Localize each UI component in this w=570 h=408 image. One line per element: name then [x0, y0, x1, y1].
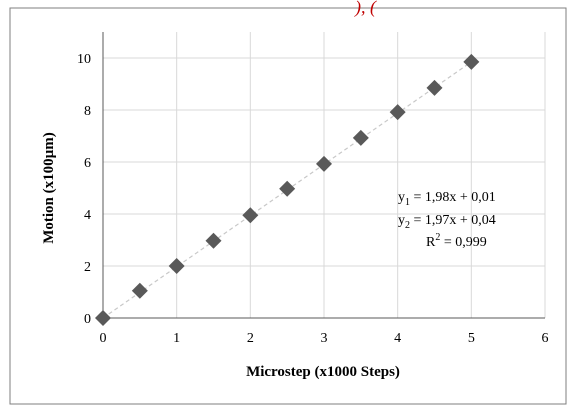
equation-line-2: y2 = 1,97x + 0,04 — [398, 213, 496, 231]
y-tick-label: 8 — [84, 104, 91, 119]
data-point — [352, 129, 369, 146]
data-point — [279, 180, 296, 197]
y-axis-title: Motion (x100µm) — [41, 132, 57, 244]
eq1-lead: y — [398, 190, 405, 205]
data-point — [95, 310, 111, 326]
chart-frame — [9, 7, 567, 405]
x-axis-title: Microstep (x1000 Steps) — [246, 364, 400, 380]
eq2-lead: y — [398, 213, 405, 228]
y-tick-label: 4 — [84, 208, 91, 223]
eq1-rest: = 1,98x + 0,01 — [410, 190, 496, 205]
data-point — [389, 104, 406, 121]
x-tick-label: 6 — [542, 331, 549, 346]
data-point — [242, 207, 259, 224]
eq2-subscript: 2 — [405, 220, 410, 231]
y-tick-label: 0 — [84, 312, 91, 327]
y-tick-label: 10 — [77, 52, 91, 67]
x-tick-label: 1 — [173, 331, 180, 346]
r-squared-line: R2 = 0,999 — [426, 232, 487, 250]
eq1-subscript: 1 — [405, 197, 410, 208]
x-tick-label: 3 — [321, 331, 328, 346]
tick-labels: 0 1 2 3 4 5 6 0 2 4 6 8 10 — [77, 52, 549, 346]
equation-line-1: y1 = 1,98x + 0,01 — [398, 190, 496, 208]
r2-superscript: 2 — [435, 232, 440, 243]
top-partial-text: ), ( — [354, 0, 377, 18]
data-points — [95, 53, 480, 326]
data-point — [463, 53, 480, 70]
axes — [102, 32, 545, 319]
x-tick-label: 2 — [247, 331, 254, 346]
r2-rest: = 0,999 — [440, 235, 486, 250]
data-point — [426, 79, 443, 96]
data-point — [316, 155, 332, 172]
data-point — [131, 282, 148, 299]
data-point — [168, 258, 185, 274]
grid-lines — [102, 32, 546, 318]
eq2-rest: = 1,97x + 0,04 — [410, 213, 496, 228]
data-point — [205, 232, 222, 249]
x-tick-label: 5 — [468, 331, 475, 346]
r2-lead: R — [426, 235, 436, 250]
x-tick-label: 0 — [100, 331, 107, 346]
x-tick-label: 4 — [394, 331, 401, 346]
y-tick-label: 6 — [84, 156, 91, 171]
y-tick-label: 2 — [84, 260, 91, 275]
